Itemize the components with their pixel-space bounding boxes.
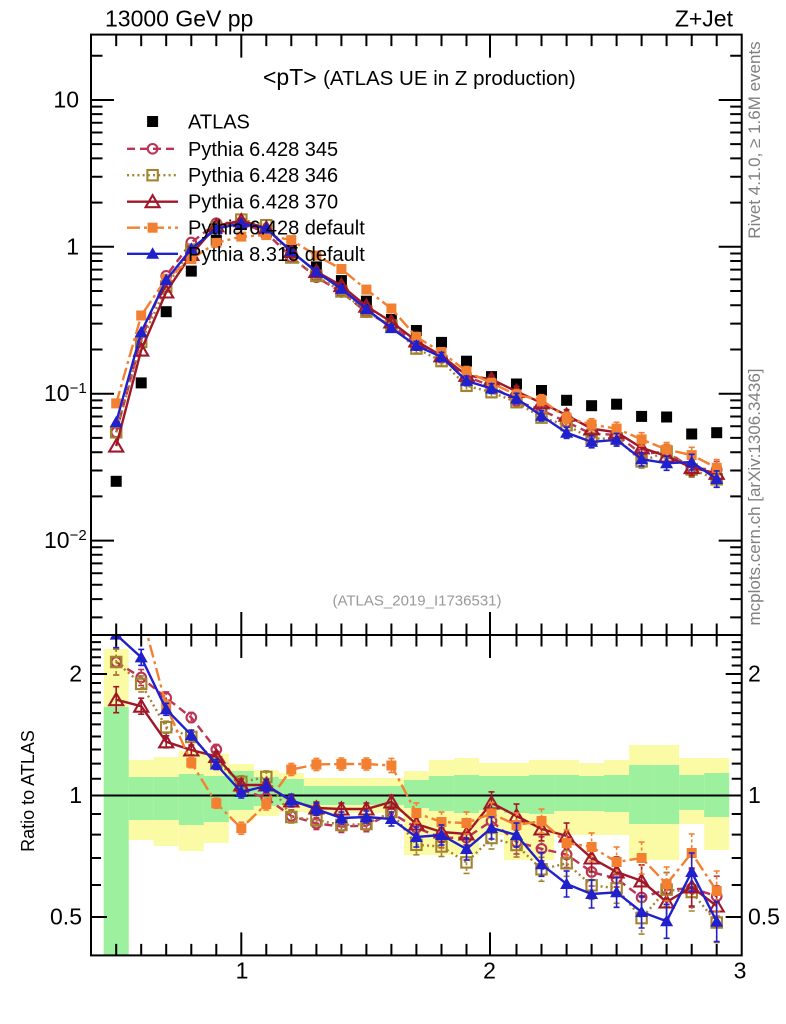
svg-text:1: 1 — [748, 782, 761, 808]
svg-text:2: 2 — [69, 661, 82, 687]
svg-text:10: 10 — [53, 87, 79, 113]
svg-text:13000 GeV pp: 13000 GeV pp — [105, 6, 253, 32]
svg-text:ATLAS: ATLAS — [188, 112, 250, 134]
svg-text:Pythia 8.315 default: Pythia 8.315 default — [188, 244, 365, 266]
svg-text:Pythia 6.428 default: Pythia 6.428 default — [188, 218, 365, 240]
svg-text:Pythia 6.428 346: Pythia 6.428 346 — [188, 165, 338, 187]
svg-text:2: 2 — [483, 958, 496, 984]
svg-text:0.5: 0.5 — [50, 903, 82, 929]
svg-text:Pythia 6.428 370: Pythia 6.428 370 — [188, 192, 338, 214]
svg-text:3: 3 — [734, 958, 747, 984]
svg-text:Z+Jet: Z+Jet — [675, 6, 734, 32]
svg-text:0.5: 0.5 — [748, 903, 780, 929]
svg-text:(ATLAS_2019_I1736531): (ATLAS_2019_I1736531) — [332, 593, 501, 610]
svg-text:mcplots.cern.ch [arXiv:1306.34: mcplots.cern.ch [arXiv:1306.3436] — [745, 368, 764, 625]
svg-text:<pT> (ATLAS UE in Z production: <pT> (ATLAS UE in Z production) — [263, 64, 576, 90]
svg-text:1: 1 — [69, 782, 82, 808]
svg-text:Pythia 6.428 345: Pythia 6.428 345 — [188, 139, 338, 161]
svg-text:2: 2 — [748, 661, 761, 687]
svg-text:Rivet 4.1.0, ≥ 1.6M events: Rivet 4.1.0, ≥ 1.6M events — [745, 41, 764, 238]
svg-text:1: 1 — [236, 958, 249, 984]
svg-text:1: 1 — [66, 233, 79, 259]
svg-text:Ratio to ATLAS: Ratio to ATLAS — [18, 730, 38, 852]
